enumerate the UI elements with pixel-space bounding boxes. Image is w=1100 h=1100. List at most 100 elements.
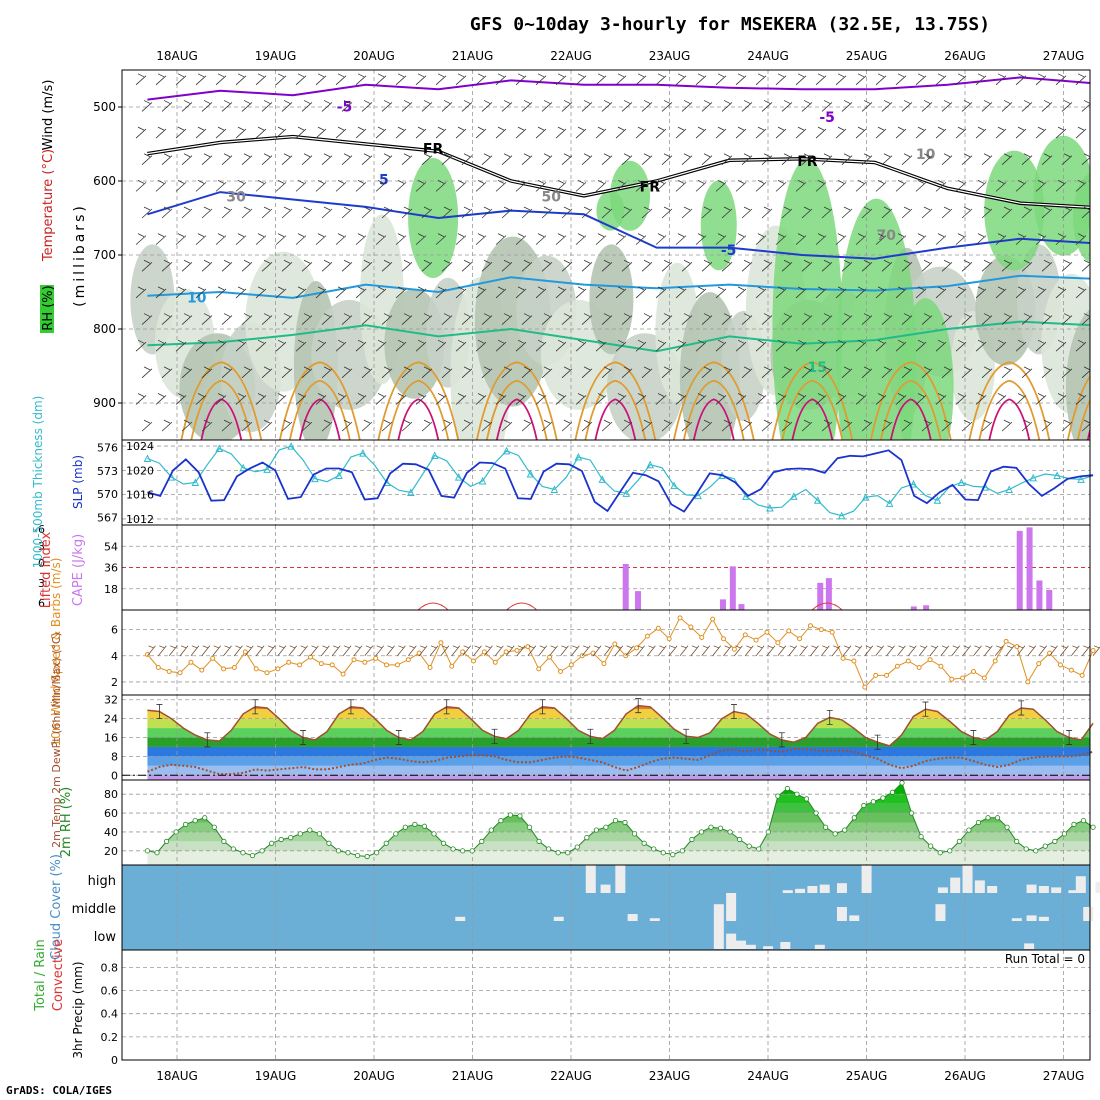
wind-barb (421, 100, 433, 112)
wind-barb (301, 100, 313, 112)
cape-ytick: 54 (104, 540, 118, 553)
wind10m-point (894, 663, 900, 669)
cloud-high-bar (585, 865, 596, 893)
wind10m-point (351, 657, 357, 663)
wind-barb (555, 233, 567, 245)
temp2m-band (147, 737, 1090, 747)
wind-barb (755, 126, 767, 139)
wind-barb (255, 180, 267, 192)
rh2m-point (374, 850, 380, 856)
cloud-level-label-low: low (94, 930, 117, 945)
wind10m-point (568, 662, 574, 668)
wind-barb (815, 180, 827, 192)
wind-barb (1021, 419, 1033, 432)
wind-barb (895, 393, 907, 405)
wind-barb (955, 73, 967, 86)
wind10m-point (557, 668, 563, 674)
wind-barb (955, 180, 967, 192)
wind10m-panel: 6 4 2 (111, 609, 1100, 696)
cloud-low-bar (726, 933, 737, 949)
wind-barb (341, 206, 353, 219)
wind-barb (655, 126, 667, 139)
wind10m-point (666, 636, 672, 642)
temp2m-minmax-bar (683, 728, 690, 744)
temp2m-minmax-bar (587, 728, 594, 744)
wind-barb (475, 233, 487, 245)
wind-barb (641, 206, 653, 219)
wind-barb (395, 393, 407, 405)
wind10m-barb (549, 645, 558, 656)
wind10m-barb (288, 645, 298, 656)
wind-barb (921, 419, 933, 432)
total-rain-ylabel: Total / Rain (33, 939, 48, 1012)
wind-barb (735, 126, 747, 139)
wind-barb (1035, 180, 1047, 192)
temp2m-minmax-bar (970, 730, 977, 745)
lifted-index-ytick: -3 (34, 540, 45, 553)
wind-barb (735, 73, 747, 86)
upper-air-ytick: 700 (93, 248, 116, 262)
wind-barb (501, 313, 513, 325)
wind10m-barb (418, 645, 428, 656)
wind-barb (615, 233, 627, 245)
wind-barb (1001, 313, 1013, 325)
wind-barb (355, 286, 367, 299)
wind-barb (675, 73, 687, 86)
wind10m-barb (364, 645, 374, 656)
wind-barb (321, 313, 333, 325)
rh2m-point (1061, 831, 1067, 837)
wind-barb (221, 100, 233, 112)
wind-barb (301, 153, 313, 166)
wind-barb (335, 180, 347, 192)
wind-barb (901, 366, 913, 379)
thickness-marker (933, 496, 942, 504)
wind-barb (1041, 313, 1053, 325)
wind-barb (855, 180, 867, 192)
wind10m-barb (962, 645, 971, 656)
thickness-ytick: 570 (97, 488, 118, 501)
wind-barb (621, 206, 633, 219)
wind-barb (375, 339, 387, 352)
wind-barb (421, 153, 433, 166)
wind-barb (655, 393, 667, 405)
wind-barb (515, 73, 527, 86)
wind-barb (541, 419, 553, 432)
wind-barb (181, 153, 193, 166)
contour-label: -5 (721, 243, 737, 259)
temp2m-band (147, 756, 1090, 766)
wind-barb (615, 180, 627, 192)
temp2m-ytick: 0 (111, 769, 118, 782)
wind-barb (895, 73, 907, 86)
wind-barb (661, 419, 673, 432)
wind10m-point (547, 654, 553, 660)
temp2m-minmax-bar (204, 732, 211, 748)
wind10m-point (655, 625, 661, 631)
wind-barb (1055, 233, 1067, 245)
wind-barb (595, 73, 607, 86)
wind-barb (321, 366, 333, 379)
wind-barb (515, 233, 527, 245)
wind10m-barb (951, 645, 961, 656)
wind10m-point (481, 649, 487, 655)
wind-barb (395, 286, 407, 299)
cloud-high-bar (950, 877, 961, 893)
lifted-index-curve (811, 602, 843, 611)
thickness-marker (1029, 473, 1038, 482)
wind-barb (215, 233, 227, 245)
wind-barb (1021, 153, 1033, 166)
wind-barb (461, 366, 473, 379)
wind-barb (861, 100, 873, 112)
wind-barb (215, 73, 227, 86)
wind10m-barb (864, 645, 874, 656)
rh2m-point (278, 836, 284, 843)
contour-label: 15 (808, 360, 827, 376)
wind-barb (821, 206, 833, 219)
thickness-marker (215, 444, 224, 452)
wind-barb (981, 259, 993, 272)
wind-barb (235, 393, 247, 405)
rh2m-point (985, 815, 991, 821)
rh2m-point (842, 827, 848, 833)
wind-barb (721, 153, 733, 166)
wind10m-ylabel: 10m Wind Speed & Barbs (m/s) (49, 558, 63, 747)
wind-barb (295, 180, 307, 192)
